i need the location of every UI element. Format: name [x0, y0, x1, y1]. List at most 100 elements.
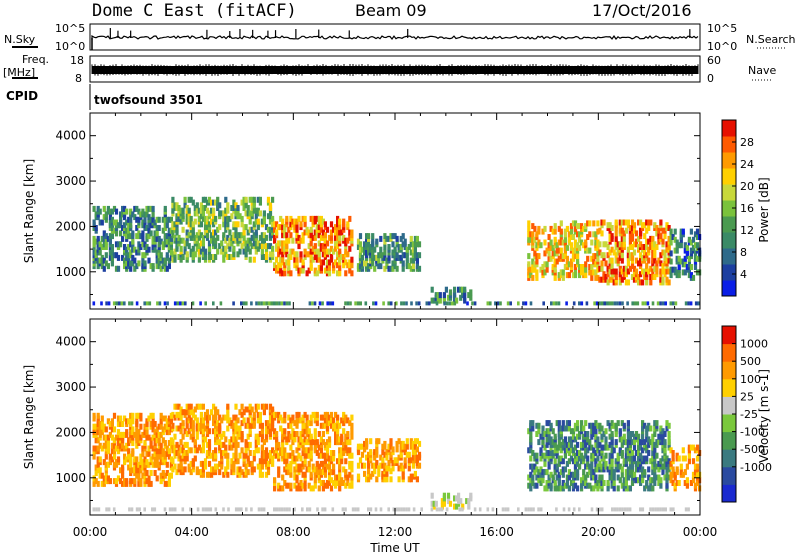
echo-cell — [543, 225, 547, 232]
echo-cell — [319, 460, 323, 467]
echo-cell — [659, 425, 663, 432]
echo-cell — [610, 420, 614, 427]
echo-cell — [657, 227, 661, 234]
echo-cell — [189, 248, 193, 255]
echo-cell — [260, 248, 264, 255]
echo-cell — [159, 442, 163, 449]
echo-cell — [301, 439, 305, 446]
echo-cell — [325, 452, 330, 459]
echo-cell — [600, 425, 604, 432]
echo-cell — [620, 257, 624, 264]
echo-cell — [315, 248, 319, 255]
echo-cell — [622, 241, 626, 248]
echo-cell — [143, 440, 147, 446]
echo-cell — [365, 260, 369, 267]
echo-cell — [547, 250, 551, 257]
echo-cell — [687, 272, 691, 279]
echo-cell — [266, 469, 271, 476]
echo-cell — [590, 433, 594, 440]
echo-cell — [127, 244, 131, 250]
echo-cell — [363, 260, 367, 267]
echo-cell — [600, 252, 604, 259]
echo-cell — [693, 469, 698, 476]
echo-cell — [665, 268, 669, 275]
echo-cell — [543, 452, 547, 459]
echo-cell — [327, 259, 332, 266]
echo-cell — [319, 480, 323, 486]
ground-scatter-cell — [267, 301, 271, 306]
echo-cell — [303, 428, 307, 435]
echo-cell — [346, 262, 350, 269]
echo-cell — [199, 207, 203, 214]
echo-cell — [608, 441, 612, 448]
echo-cell — [539, 455, 543, 462]
echo-cell — [234, 420, 238, 427]
echo-cell — [246, 229, 250, 236]
echo-cell — [639, 219, 643, 226]
echo-cell — [573, 422, 578, 429]
ground-scatter-cell — [697, 301, 701, 306]
echo-cell — [129, 478, 133, 485]
echo-cell — [127, 252, 131, 259]
echo-cell — [535, 269, 539, 276]
echo-cell — [143, 222, 147, 229]
echo-cell — [248, 403, 252, 410]
echo-cell — [143, 456, 147, 463]
echo-cell — [527, 428, 531, 435]
echo-cell — [319, 234, 323, 241]
echo-cell — [293, 224, 297, 231]
echo-cell — [234, 450, 238, 456]
echo-cell — [567, 261, 571, 268]
echo-cell — [358, 241, 363, 248]
ground-scatter-cell — [321, 301, 324, 306]
echo-cell — [578, 272, 582, 279]
ground-scatter-cell — [128, 507, 131, 512]
echo-cell — [659, 260, 663, 267]
echo-cell — [153, 440, 157, 446]
echo-cell — [185, 229, 189, 236]
echo-cell — [104, 260, 108, 267]
echo-cell — [210, 466, 214, 473]
echo-cell — [149, 456, 153, 463]
echo-cell — [348, 439, 352, 446]
echo-cell — [616, 485, 620, 492]
echo-cell — [559, 228, 563, 235]
ground-scatter-cell — [316, 507, 319, 512]
echo-cell — [301, 259, 305, 266]
echo-cell — [185, 417, 189, 424]
echo-cell — [342, 428, 346, 435]
echo-cell — [94, 225, 98, 231]
echo-cell — [104, 472, 108, 479]
echo-cell — [277, 262, 281, 269]
echo-cell — [145, 418, 149, 425]
ground-scatter-cell — [661, 507, 665, 512]
echo-cell — [319, 414, 323, 421]
echo-cell — [313, 428, 317, 435]
echo-cell — [161, 241, 165, 248]
echo-cell — [287, 237, 291, 244]
echo-cell — [350, 422, 354, 429]
echo-cell — [226, 234, 230, 241]
echo-cell — [529, 236, 533, 243]
echo-cell — [336, 215, 340, 222]
echo-cell — [252, 207, 256, 214]
echo-cell — [614, 439, 618, 446]
echo-cell — [693, 264, 698, 270]
echo-cell — [543, 239, 547, 246]
echo-cell — [584, 261, 588, 268]
echo-cell — [201, 245, 205, 252]
echo-cell — [630, 263, 635, 270]
echo-cell — [201, 215, 205, 222]
echo-cell — [323, 452, 327, 459]
echo-cell — [639, 480, 643, 486]
echo-cell — [319, 243, 323, 250]
colorbar-segment — [722, 248, 736, 265]
echo-cell — [683, 455, 687, 462]
echo-cell — [377, 470, 381, 477]
echo-cell — [588, 422, 592, 429]
nsky-trace — [91, 28, 699, 50]
echo-cell — [665, 241, 669, 248]
echo-cell — [673, 228, 677, 235]
echo-cell — [344, 469, 348, 476]
echo-cell — [537, 225, 541, 232]
